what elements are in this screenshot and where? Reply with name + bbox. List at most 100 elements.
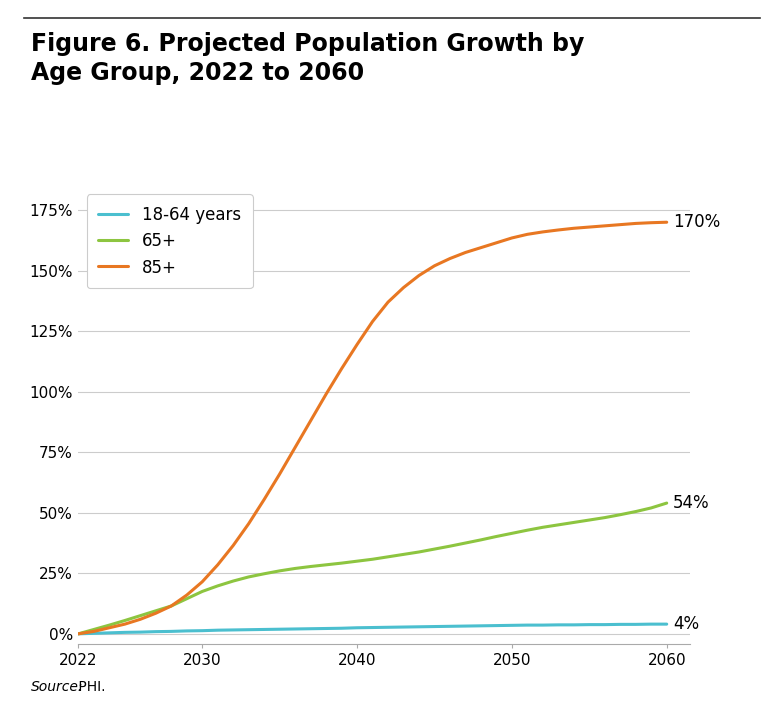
- 18-64 years: [136, 628, 145, 636]
- 65+: [166, 602, 176, 611]
- 85+: [445, 255, 455, 263]
- 65+: [368, 555, 377, 563]
- 85+: [321, 390, 331, 398]
- 65+: [461, 538, 470, 547]
- 18-64 years: [89, 629, 99, 638]
- 65+: [554, 521, 563, 529]
- 65+: [631, 507, 641, 516]
- 65+: [507, 529, 517, 538]
- 85+: [166, 602, 176, 611]
- 18-64 years: [538, 621, 547, 629]
- 65+: [569, 518, 579, 527]
- 85+: [585, 223, 594, 232]
- 65+: [151, 606, 161, 615]
- 85+: [569, 224, 579, 232]
- 18-64 years: [104, 628, 114, 637]
- 18-64 years: [228, 626, 238, 634]
- 65+: [647, 503, 656, 512]
- 85+: [228, 541, 238, 550]
- 18-64 years: [182, 626, 191, 635]
- 18-64 years: [445, 622, 455, 631]
- 18-64 years: [554, 621, 563, 629]
- 18-64 years: [290, 625, 299, 633]
- 85+: [414, 271, 423, 280]
- 65+: [337, 559, 347, 568]
- 85+: [74, 629, 83, 638]
- 18-64 years: [461, 622, 470, 631]
- 18-64 years: [399, 623, 408, 631]
- Line: 18-64 years: 18-64 years: [78, 624, 666, 633]
- 18-64 years: [430, 622, 439, 631]
- 85+: [662, 218, 671, 227]
- 65+: [321, 561, 331, 569]
- 65+: [104, 621, 114, 629]
- 18-64 years: [166, 627, 176, 636]
- 18-64 years: [260, 625, 269, 633]
- 85+: [492, 239, 501, 247]
- 85+: [538, 227, 547, 236]
- 85+: [260, 495, 269, 504]
- 18-64 years: [585, 621, 594, 629]
- 65+: [352, 557, 361, 566]
- Text: 170%: 170%: [673, 213, 720, 231]
- Text: Source:: Source:: [31, 679, 84, 694]
- Text: PHI.: PHI.: [74, 679, 106, 694]
- 18-64 years: [275, 625, 285, 633]
- 65+: [260, 569, 269, 578]
- 85+: [306, 416, 315, 425]
- 18-64 years: [74, 629, 83, 638]
- 85+: [631, 219, 641, 227]
- 85+: [507, 234, 517, 242]
- Legend: 18-64 years, 65+, 85+: 18-64 years, 65+, 85+: [87, 194, 252, 288]
- 65+: [662, 499, 671, 508]
- 85+: [151, 609, 161, 618]
- 85+: [600, 222, 609, 230]
- 65+: [399, 550, 408, 558]
- Text: 54%: 54%: [673, 494, 710, 512]
- 65+: [615, 511, 625, 519]
- 65+: [198, 587, 207, 596]
- 65+: [585, 516, 594, 524]
- Text: Figure 6. Projected Population Growth by: Figure 6. Projected Population Growth by: [31, 32, 585, 56]
- 18-64 years: [507, 621, 517, 630]
- 65+: [445, 542, 455, 551]
- 85+: [368, 317, 377, 326]
- 85+: [244, 519, 253, 528]
- 85+: [615, 220, 625, 229]
- 65+: [213, 581, 223, 590]
- 18-64 years: [523, 621, 532, 629]
- 65+: [476, 536, 485, 544]
- 85+: [89, 627, 99, 636]
- 65+: [244, 573, 253, 581]
- 18-64 years: [569, 621, 579, 629]
- 65+: [290, 564, 299, 573]
- 65+: [89, 625, 99, 633]
- 85+: [352, 340, 361, 349]
- 85+: [337, 365, 347, 373]
- 65+: [538, 523, 547, 531]
- 18-64 years: [306, 624, 315, 633]
- 85+: [198, 578, 207, 586]
- 85+: [213, 561, 223, 569]
- 18-64 years: [213, 626, 223, 634]
- 85+: [120, 620, 129, 628]
- 85+: [430, 262, 439, 270]
- 18-64 years: [414, 623, 423, 631]
- 85+: [476, 243, 485, 252]
- 65+: [120, 616, 129, 625]
- 65+: [74, 629, 83, 638]
- 65+: [275, 566, 285, 575]
- 65+: [492, 532, 501, 541]
- 18-64 years: [492, 621, 501, 630]
- Text: Age Group, 2022 to 2060: Age Group, 2022 to 2060: [31, 61, 365, 85]
- 65+: [136, 611, 145, 620]
- 65+: [306, 562, 315, 571]
- 18-64 years: [631, 620, 641, 628]
- 18-64 years: [244, 626, 253, 634]
- Text: 4%: 4%: [673, 615, 699, 633]
- 18-64 years: [151, 627, 161, 636]
- 18-64 years: [647, 620, 656, 628]
- 85+: [461, 248, 470, 257]
- 65+: [228, 577, 238, 586]
- 85+: [275, 470, 285, 478]
